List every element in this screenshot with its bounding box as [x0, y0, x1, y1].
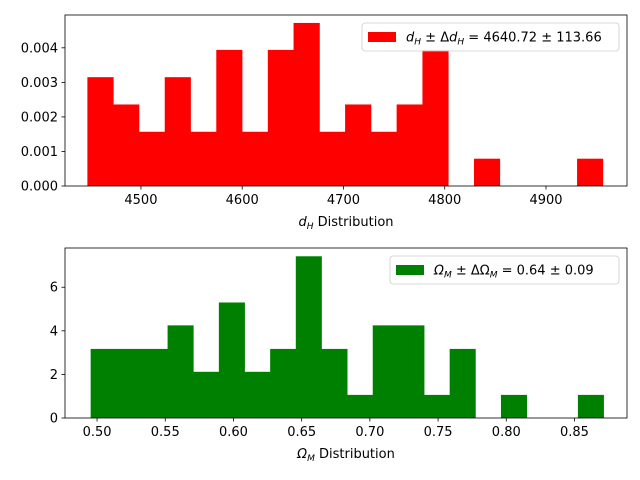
dh-histogram-bar — [422, 49, 449, 187]
omega-y-tick-label: 2 — [50, 368, 58, 383]
omega-legend-label: ΩM ± ΔΩM = 0.64 ± 0.09 — [433, 264, 594, 281]
dh-legend-swatch — [368, 32, 396, 42]
omega-histogram-bar — [90, 348, 117, 418]
dh-x-tick-label: 4900 — [529, 193, 562, 208]
omega-histogram-bar — [449, 348, 476, 418]
omega-x-tick-label: 0.85 — [560, 425, 589, 440]
dh-histogram-bar — [164, 77, 191, 186]
omega-legend-swatch — [396, 265, 424, 275]
dh-histogram-bar — [370, 131, 398, 186]
omega-histogram-bar — [372, 325, 399, 418]
omega-x-axis-label: ΩM Distribution — [296, 447, 395, 464]
omega-histogram-bar — [116, 348, 143, 418]
omega-histogram-bar — [270, 348, 297, 418]
dh-histogram-bar — [216, 49, 243, 187]
omega-x-tick-label: 0.50 — [83, 425, 112, 440]
omega-x-tick-label: 0.65 — [287, 425, 316, 440]
omega-x-tick-label: 0.70 — [355, 425, 384, 440]
omega-x-tick-label: 0.55 — [151, 425, 180, 440]
omega-x-tick-label: 0.75 — [424, 425, 453, 440]
omega-histogram-bar — [424, 394, 451, 418]
omega-histogram-bar — [500, 394, 528, 418]
omega-legend-box — [389, 255, 620, 285]
dh-y-tick-label: 0.002 — [21, 110, 58, 125]
dh-y-tick-label: 0.000 — [21, 180, 58, 195]
omega-x-tick-label: 0.80 — [492, 425, 521, 440]
dh-histogram-bar — [113, 104, 140, 186]
dh-x-tick-label: 4500 — [124, 193, 157, 208]
dh-legend-box — [361, 22, 620, 52]
omega-histogram-bar — [295, 256, 322, 418]
omega-histogram-bar — [193, 371, 220, 418]
dh-histogram-bar — [190, 131, 217, 186]
dh-histogram-bar — [293, 22, 320, 187]
omega-histogram-bar — [218, 302, 245, 418]
dh-histogram-bar — [267, 49, 294, 187]
dh-x-axis-label: dH Distribution — [298, 215, 393, 232]
omega-y-tick-label: 4 — [50, 324, 58, 339]
dh-y-tick-label: 0.003 — [21, 76, 58, 91]
omega-histogram-panel: 0.50 0.55 0.60 0.65 0.70 0.75 0.80 0.85 0 2 4 6 ΩM D… — [50, 247, 628, 464]
omega-histogram-bar — [347, 394, 374, 418]
dh-histogram-bar — [138, 131, 166, 186]
dh-histogram-bar — [396, 104, 423, 186]
omega-histogram-bar — [244, 371, 271, 418]
dh-histogram-bar — [577, 158, 604, 186]
omega-x-tick-label: 0.60 — [219, 425, 248, 440]
dh-histogram-bar — [319, 131, 346, 186]
dh-y-tick-label: 0.004 — [21, 41, 58, 56]
dh-legend: dH ± ΔdH = 4640.72 ± 113.66 — [361, 22, 620, 52]
omega-histogram-bar — [398, 325, 425, 418]
omega-histogram-bar — [577, 394, 604, 418]
omega-axes-frame — [64, 247, 628, 419]
omega-y-tick-label: 6 — [50, 281, 58, 296]
dh-histogram-bar — [345, 104, 372, 186]
dh-histogram-bar — [87, 77, 114, 186]
omega-histogram-bar — [141, 348, 168, 418]
dh-x-tick-label: 4700 — [327, 193, 360, 208]
omega-histogram-bar — [321, 348, 348, 418]
dh-legend-label: dH ± ΔdH = 4640.72 ± 113.66 — [406, 31, 602, 48]
dh-histogram-bar — [473, 158, 501, 186]
omega-legend: ΩM ± ΔΩM = 0.64 ± 0.09 — [389, 255, 620, 285]
dh-x-tick-label: 4800 — [428, 193, 461, 208]
omega-histogram-bar — [167, 325, 194, 418]
dh-histogram-panel: 4500 4600 4700 4800 4900 0.000 0.001 0.002 0.003… — [21, 14, 628, 232]
dh-x-tick-label: 4600 — [226, 193, 259, 208]
omega-y-tick-label: 0 — [50, 412, 58, 427]
dh-y-tick-label: 0.001 — [21, 145, 58, 160]
dh-axes-frame — [64, 14, 628, 187]
dh-histogram-bar — [242, 131, 269, 186]
